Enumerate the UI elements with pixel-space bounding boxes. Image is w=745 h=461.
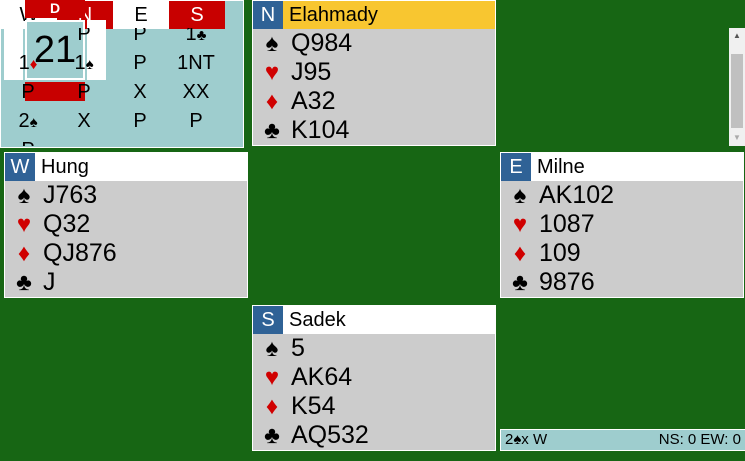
spade-icon: ♠ bbox=[513, 182, 527, 209]
bid: P bbox=[133, 110, 147, 132]
hand-north: N Elahmady ♠ Q984 ♥ J95 ♦ A32 ♣ K104 bbox=[252, 0, 496, 146]
auction-row: P bbox=[0, 136, 224, 146]
spade-icon: ♠ bbox=[265, 335, 279, 362]
hand-west: W Hung ♠ J763 ♥ Q32 ♦ QJ876 ♣ J bbox=[4, 152, 248, 298]
cards-hearts[interactable]: J95 bbox=[291, 58, 332, 86]
vulnerability-east bbox=[87, 20, 106, 80]
vulnerability-west bbox=[4, 20, 23, 80]
club-icon: ♣ bbox=[264, 422, 280, 449]
hand-south: S Sadek ♠ 5 ♥ AK64 ♦ K54 ♣ AQ532 bbox=[252, 305, 496, 451]
bid: P bbox=[21, 81, 35, 103]
bid bbox=[168, 136, 224, 146]
bid: 1♦ bbox=[18, 52, 38, 74]
diamond-icon: ♦ bbox=[17, 240, 31, 267]
cards-clubs[interactable]: J bbox=[43, 268, 56, 296]
cards-spades[interactable]: J763 bbox=[43, 181, 98, 209]
suit-row-spades: ♠ AK102 bbox=[501, 181, 743, 210]
player-name: Sadek bbox=[289, 309, 346, 331]
suit-row-hearts: ♥ 1087 bbox=[501, 210, 743, 239]
seat-label: N bbox=[253, 1, 283, 29]
auction-row: P P 1♣ bbox=[0, 28, 224, 49]
auction-row: 1♦ 1♠ P 1NT bbox=[0, 49, 224, 78]
hand-east: E Milne ♠ AK102 ♥ 1087 ♦ 109 ♣ 9876 bbox=[500, 152, 744, 298]
player-name: Hung bbox=[41, 156, 89, 178]
auction-row: P P X XX bbox=[0, 78, 224, 107]
status-bar: 2♠x W NS: 0 EW: 0 bbox=[500, 429, 745, 451]
diamond-icon: ♦ bbox=[265, 393, 279, 420]
seat-label: E bbox=[501, 153, 531, 181]
bid: XX bbox=[182, 81, 210, 103]
suit-row-hearts: ♥ AK64 bbox=[253, 363, 495, 392]
vulnerability-south bbox=[25, 82, 85, 101]
bid: 1♠ bbox=[74, 52, 94, 74]
vulnerability-north: D bbox=[25, 0, 85, 18]
bid: P bbox=[133, 28, 147, 45]
bid bbox=[112, 136, 168, 146]
cards-spades[interactable]: AK102 bbox=[539, 181, 615, 209]
suit-row-spades: ♠ 5 bbox=[253, 334, 495, 363]
bid: P bbox=[0, 136, 56, 146]
board-number: 21 bbox=[25, 20, 85, 80]
suit-row-spades: ♠ J763 bbox=[5, 181, 247, 210]
suit-row-clubs: ♣ J bbox=[5, 268, 247, 297]
club-icon: ♣ bbox=[16, 269, 32, 296]
bid: P bbox=[189, 110, 203, 132]
diamond-icon: ♦ bbox=[513, 240, 527, 267]
cards-hearts[interactable]: Q32 bbox=[43, 210, 91, 238]
cards-hearts[interactable]: 1087 bbox=[539, 210, 595, 238]
bid bbox=[0, 28, 56, 49]
cards-diamonds[interactable]: A32 bbox=[291, 87, 336, 115]
suit-row-diamonds: ♦ 109 bbox=[501, 239, 743, 268]
bid: 1♣ bbox=[185, 28, 207, 45]
cards-diamonds[interactable]: 109 bbox=[539, 239, 581, 267]
club-icon: ♣ bbox=[264, 117, 280, 144]
cards-diamonds[interactable]: QJ876 bbox=[43, 239, 117, 267]
auction-row: 2♠ X P P bbox=[0, 107, 224, 136]
cards-clubs[interactable]: 9876 bbox=[539, 268, 595, 296]
bid: X bbox=[77, 110, 91, 132]
seat-label: S bbox=[253, 306, 283, 334]
cards-hearts[interactable]: AK64 bbox=[291, 363, 353, 391]
suit-row-diamonds: ♦ A32 bbox=[253, 87, 495, 116]
bid: P bbox=[133, 52, 147, 74]
heart-icon: ♥ bbox=[264, 59, 280, 86]
suit-row-diamonds: ♦ QJ876 bbox=[5, 239, 247, 268]
bid: P bbox=[77, 81, 91, 103]
suit-row-diamonds: ♦ K54 bbox=[253, 392, 495, 421]
seat-label: W bbox=[5, 153, 35, 181]
player-name: Milne bbox=[537, 156, 585, 178]
suit-row-clubs: ♣ AQ532 bbox=[253, 421, 495, 450]
bid bbox=[56, 136, 112, 146]
suit-row-clubs: ♣ K104 bbox=[253, 116, 495, 145]
diamond-icon: ♦ bbox=[265, 88, 279, 115]
auction-header-e: E bbox=[113, 1, 169, 29]
spade-icon: ♠ bbox=[17, 182, 31, 209]
suit-row-hearts: ♥ J95 bbox=[253, 58, 495, 87]
auction-header-s: S bbox=[169, 1, 225, 29]
player-name: Elahmady bbox=[283, 1, 495, 29]
cards-clubs[interactable]: K104 bbox=[291, 116, 350, 144]
spade-icon: ♠ bbox=[265, 30, 279, 57]
heart-icon: ♥ bbox=[512, 211, 528, 238]
bid: X bbox=[133, 81, 147, 103]
club-icon: ♣ bbox=[512, 269, 528, 296]
contract: 2♠x W bbox=[505, 431, 548, 448]
cards-spades[interactable]: 5 bbox=[291, 334, 305, 362]
cards-diamonds[interactable]: K54 bbox=[291, 392, 336, 420]
score: NS: 0 EW: 0 bbox=[658, 431, 741, 448]
suit-row-spades: ♠ Q984 bbox=[253, 29, 495, 58]
cards-spades[interactable]: Q984 bbox=[291, 29, 353, 57]
heart-icon: ♥ bbox=[16, 211, 32, 238]
bid: P bbox=[77, 28, 91, 45]
cards-clubs[interactable]: AQ532 bbox=[291, 421, 369, 449]
heart-icon: ♥ bbox=[264, 364, 280, 391]
bid: 2♠ bbox=[18, 110, 38, 132]
suit-row-hearts: ♥ Q32 bbox=[5, 210, 247, 239]
suit-row-clubs: ♣ 9876 bbox=[501, 268, 743, 297]
bid: 1NT bbox=[177, 52, 215, 74]
